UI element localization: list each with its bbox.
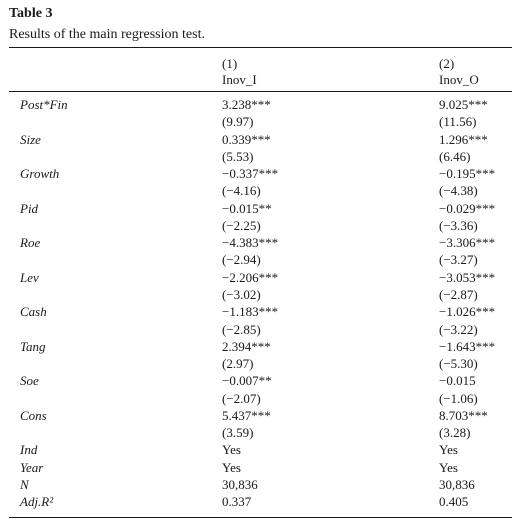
column-2-cell: Yes — [439, 442, 458, 458]
column-1-cell: 5.437*** — [222, 407, 271, 423]
table-row: Adj.R² 0.337 0.405 — [9, 493, 512, 510]
column-1-cell: −1.183*** — [222, 304, 279, 320]
column-2-cell: (6.46) — [439, 148, 471, 164]
column-2-cell: (−3.22) — [439, 321, 478, 337]
row-variable-cell: Growth — [20, 166, 60, 182]
column-number: (1) — [222, 56, 238, 71]
column-1-cell: (−4.16) — [222, 183, 261, 199]
table-row: Pid −0.015** −0.029*** — [9, 200, 512, 217]
row-variable-cell: Roe — [20, 235, 41, 251]
column-1-cell: 0.337 — [222, 494, 252, 510]
header-rule — [9, 91, 512, 92]
column-2-cell: −1.026*** — [439, 304, 496, 320]
table-label: Table 3 — [9, 6, 53, 21]
column-1-cell: −0.015** — [222, 200, 272, 216]
column-2-cell: −0.015 — [439, 373, 476, 389]
column-2-cell: (−5.30) — [439, 356, 478, 372]
column-header-2: (2) Inov_O — [439, 56, 479, 88]
column-1-cell: (−2.07) — [222, 390, 261, 406]
table-row: (−4.16) (−4.38) — [9, 182, 512, 199]
table-row: Ind Yes Yes — [9, 441, 512, 458]
column-2-cell: (−4.38) — [439, 183, 478, 199]
column-2-cell: (−1.06) — [439, 390, 478, 406]
top-rule — [9, 47, 512, 48]
table-row: Cash −1.183*** −1.026*** — [9, 303, 512, 320]
column-name: Inov_O — [439, 72, 479, 87]
row-variable-cell: Lev — [20, 269, 39, 285]
table-row: (5.53) (6.46) — [9, 148, 512, 165]
column-1-cell: Yes — [222, 459, 241, 475]
table-row: Lev −2.206*** −3.053*** — [9, 269, 512, 286]
column-2-cell: 9.025*** — [439, 97, 488, 112]
column-2-cell: −3.306*** — [439, 235, 496, 251]
column-1-cell: (9.97) — [222, 114, 254, 130]
column-2-cell: −0.195*** — [439, 166, 496, 182]
column-1-cell: 2.394*** — [222, 338, 271, 354]
column-2-cell: (11.56) — [439, 114, 477, 130]
row-variable-cell: Size — [20, 131, 41, 147]
row-variable-cell: Adj.R² — [20, 494, 54, 510]
table-row: (3.59) (3.28) — [9, 424, 512, 441]
column-1-cell: −0.007** — [222, 373, 272, 389]
row-variable-cell: Ind — [20, 442, 38, 458]
column-1-cell: Yes — [222, 442, 241, 458]
table-row: (−3.02) (−2.87) — [9, 286, 512, 303]
table-row: N 30,836 30,836 — [9, 476, 512, 493]
column-2-cell: (3.28) — [439, 425, 471, 441]
table-row: (−2.94) (−3.27) — [9, 251, 512, 268]
row-variable-cell: Cons — [20, 407, 47, 423]
column-1-cell: (−2.85) — [222, 321, 261, 337]
column-1-cell: 3.238*** — [222, 97, 271, 112]
row-variable-cell: Pid — [20, 200, 39, 216]
table-row: (2.97) (−5.30) — [9, 355, 512, 372]
column-2-cell: (−2.87) — [439, 286, 478, 302]
bottom-rule — [9, 517, 512, 518]
column-1-cell: (3.59) — [222, 425, 254, 441]
column-2-cell: 30,836 — [439, 476, 475, 492]
table-row: (−2.07) (−1.06) — [9, 390, 512, 407]
table-caption: Results of the main regression test. — [9, 27, 205, 42]
table-row: Post*Fin 3.238*** 9.025*** — [9, 96, 512, 113]
row-variable-cell: Cash — [20, 304, 47, 320]
table-row: Roe −4.383*** −3.306*** — [9, 234, 512, 251]
column-name: Inov_I — [222, 72, 257, 87]
column-2-cell: 1.296*** — [439, 131, 488, 147]
column-2-cell: (−3.36) — [439, 217, 478, 233]
table-row: Cons 5.437*** 8.703*** — [9, 407, 512, 424]
table-row: (9.97) (11.56) — [9, 113, 512, 130]
column-2-cell: −0.029*** — [439, 200, 496, 216]
row-variable-cell: Post*Fin — [20, 97, 68, 112]
column-1-cell: (−2.25) — [222, 217, 261, 233]
column-2-cell: −3.053*** — [439, 269, 496, 285]
column-header-1: (1) Inov_I — [222, 56, 257, 88]
column-1-cell: −4.383*** — [222, 235, 279, 251]
row-variable-cell: Year — [20, 459, 44, 475]
column-1-cell: (−2.94) — [222, 252, 261, 268]
table-row: Soe −0.007** −0.015 — [9, 372, 512, 389]
row-variable-cell: Tang — [20, 338, 46, 354]
table-row: Year Yes Yes — [9, 459, 512, 476]
column-2-cell: −1.643*** — [439, 338, 496, 354]
column-2-cell: Yes — [439, 459, 458, 475]
column-2-cell: 0.405 — [439, 494, 469, 510]
column-1-cell: (−3.02) — [222, 286, 261, 302]
column-1-cell: 0.339*** — [222, 131, 271, 147]
table-row: (−2.25) (−3.36) — [9, 217, 512, 234]
column-1-cell: −0.337*** — [222, 166, 279, 182]
column-1-cell: (2.97) — [222, 356, 254, 372]
column-1-cell: −2.206*** — [222, 269, 279, 285]
table-row: (−2.85) (−3.22) — [9, 321, 512, 338]
column-1-cell: 30,836 — [222, 476, 258, 492]
row-variable-cell: Soe — [20, 373, 39, 389]
table-row: Growth −0.337*** −0.195*** — [9, 165, 512, 182]
table-row: Tang 2.394*** −1.643*** — [9, 338, 512, 355]
table-row: Size 0.339*** 1.296*** — [9, 131, 512, 148]
column-1-cell: (5.53) — [222, 148, 254, 164]
column-2-cell: (−3.27) — [439, 252, 478, 268]
column-2-cell: 8.703*** — [439, 407, 488, 423]
row-variable-cell: N — [20, 476, 29, 492]
column-number: (2) — [439, 56, 455, 71]
